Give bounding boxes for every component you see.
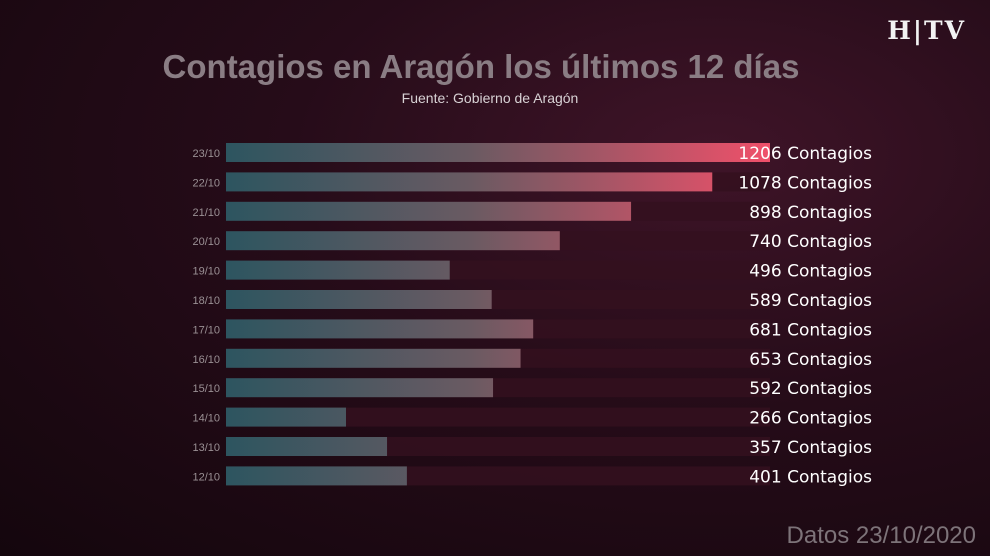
value-label: 898 Contagios <box>749 203 872 223</box>
bar-16-10 <box>226 348 521 368</box>
bar-22-10 <box>226 172 713 192</box>
bar-19-10 <box>226 260 450 280</box>
category-label: 14/10 <box>192 413 220 425</box>
bar-23-10 <box>226 143 770 162</box>
category-label: 20/10 <box>192 236 220 248</box>
value-label: 740 Contagios <box>749 232 872 252</box>
bar-14-10 <box>226 407 346 427</box>
value-label: 592 Contagios <box>749 379 872 399</box>
category-label: 22/10 <box>192 177 220 189</box>
chart-subtitle: Fuente: Gobierno de Aragón <box>401 90 579 106</box>
bar-17-10 <box>226 319 534 339</box>
value-label: 357 Contagios <box>749 438 872 458</box>
category-label: 12/10 <box>192 471 220 483</box>
value-label: 1078 Contagios <box>738 173 872 193</box>
category-label: 15/10 <box>192 383 220 395</box>
category-label: 16/10 <box>192 354 220 366</box>
bar-18-10 <box>226 290 492 309</box>
bar-20-10 <box>226 231 560 251</box>
bar-track <box>226 407 770 427</box>
category-label: 19/10 <box>192 266 220 278</box>
value-label: 681 Contagios <box>749 320 872 340</box>
category-label: 13/10 <box>192 442 220 454</box>
chart-title: Contagios en Aragón los últimos 12 días <box>162 48 800 85</box>
category-label: 18/10 <box>192 295 220 307</box>
bar-13-10 <box>226 437 388 456</box>
category-label: 21/10 <box>192 207 220 219</box>
value-label: 496 Contagios <box>749 262 872 282</box>
value-label: 1206 Contagios <box>738 144 872 164</box>
data-date-footer: Datos 23/10/2020 <box>786 522 976 549</box>
bar-12-10 <box>226 466 407 486</box>
category-label: 23/10 <box>192 148 220 160</box>
bar-21-10 <box>226 201 632 221</box>
value-label: 589 Contagios <box>749 291 872 311</box>
category-label: 17/10 <box>192 324 220 336</box>
value-label: 401 Contagios <box>749 467 872 487</box>
value-label: 653 Contagios <box>749 350 872 370</box>
htv-logo: H|TV <box>887 16 966 45</box>
bar-15-10 <box>226 378 494 398</box>
value-label: 266 Contagios <box>749 409 872 429</box>
